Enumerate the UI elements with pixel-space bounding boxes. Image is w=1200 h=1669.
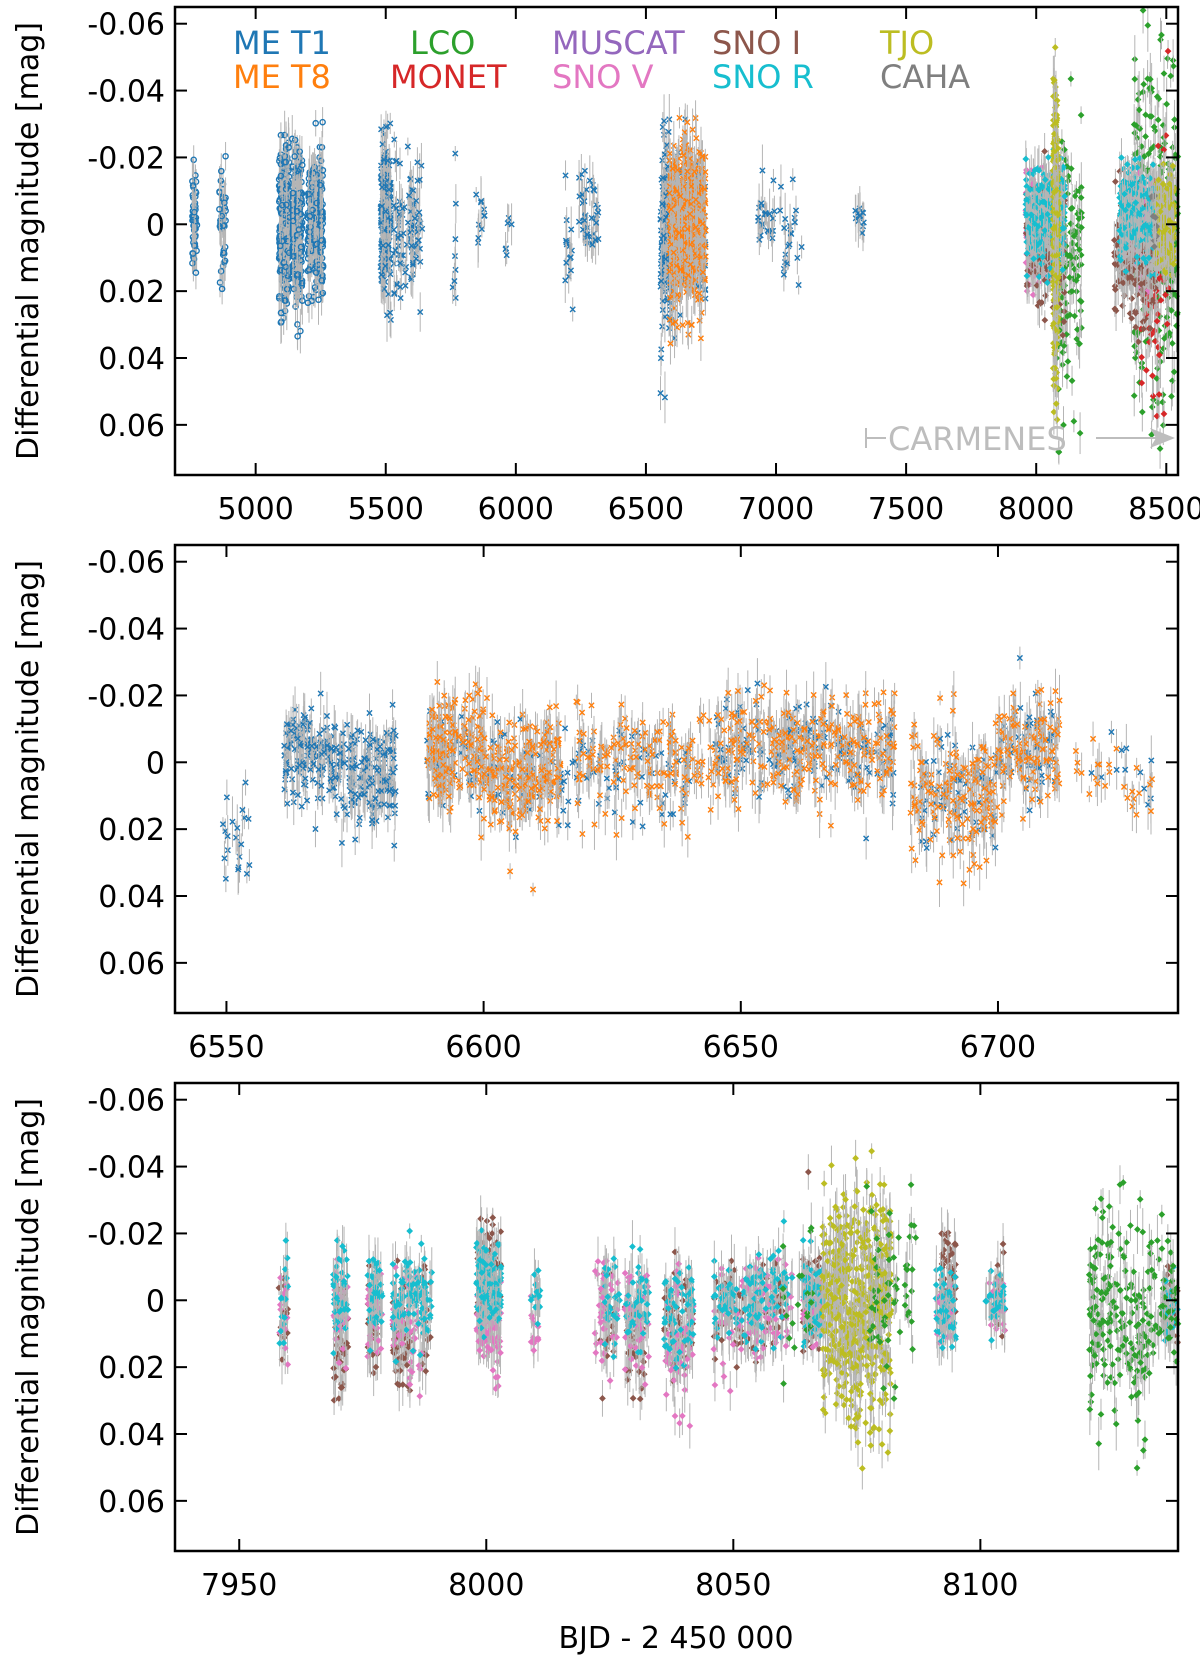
data-point	[1155, 400, 1161, 406]
data-point	[1078, 112, 1084, 118]
data-point	[1170, 341, 1176, 347]
data-point	[1157, 446, 1163, 452]
data-point	[1165, 56, 1171, 62]
data-point	[1160, 346, 1166, 352]
data-point	[1140, 409, 1146, 415]
data-point	[1135, 97, 1141, 103]
data-point	[1143, 134, 1149, 140]
data-point	[1077, 430, 1083, 436]
data-point	[1149, 404, 1155, 410]
data-point	[1065, 359, 1071, 365]
data-point	[1068, 221, 1074, 227]
data-point	[1160, 399, 1166, 405]
data-point	[1161, 71, 1167, 77]
data-point	[1069, 378, 1075, 384]
data-point	[1060, 350, 1066, 356]
data-point	[1158, 37, 1164, 43]
data-point	[1071, 418, 1077, 424]
data-point	[1139, 354, 1145, 360]
data-point	[1172, 117, 1178, 123]
data-point	[1159, 32, 1165, 38]
data-point	[1132, 355, 1138, 361]
data-point	[1131, 393, 1137, 399]
data-point	[1169, 394, 1175, 400]
data-point	[1132, 76, 1138, 82]
data-point	[1155, 117, 1161, 123]
data-point	[1068, 76, 1074, 82]
data-point	[1141, 81, 1147, 87]
top-data-points	[190, 7, 1181, 469]
data-point	[1072, 193, 1078, 199]
data-point	[1145, 23, 1151, 29]
data-point	[1064, 374, 1070, 380]
data-point	[1140, 8, 1146, 14]
data-point	[1171, 63, 1177, 69]
data-point	[1072, 313, 1078, 319]
data-point	[1164, 101, 1170, 107]
data-point	[1160, 423, 1166, 429]
